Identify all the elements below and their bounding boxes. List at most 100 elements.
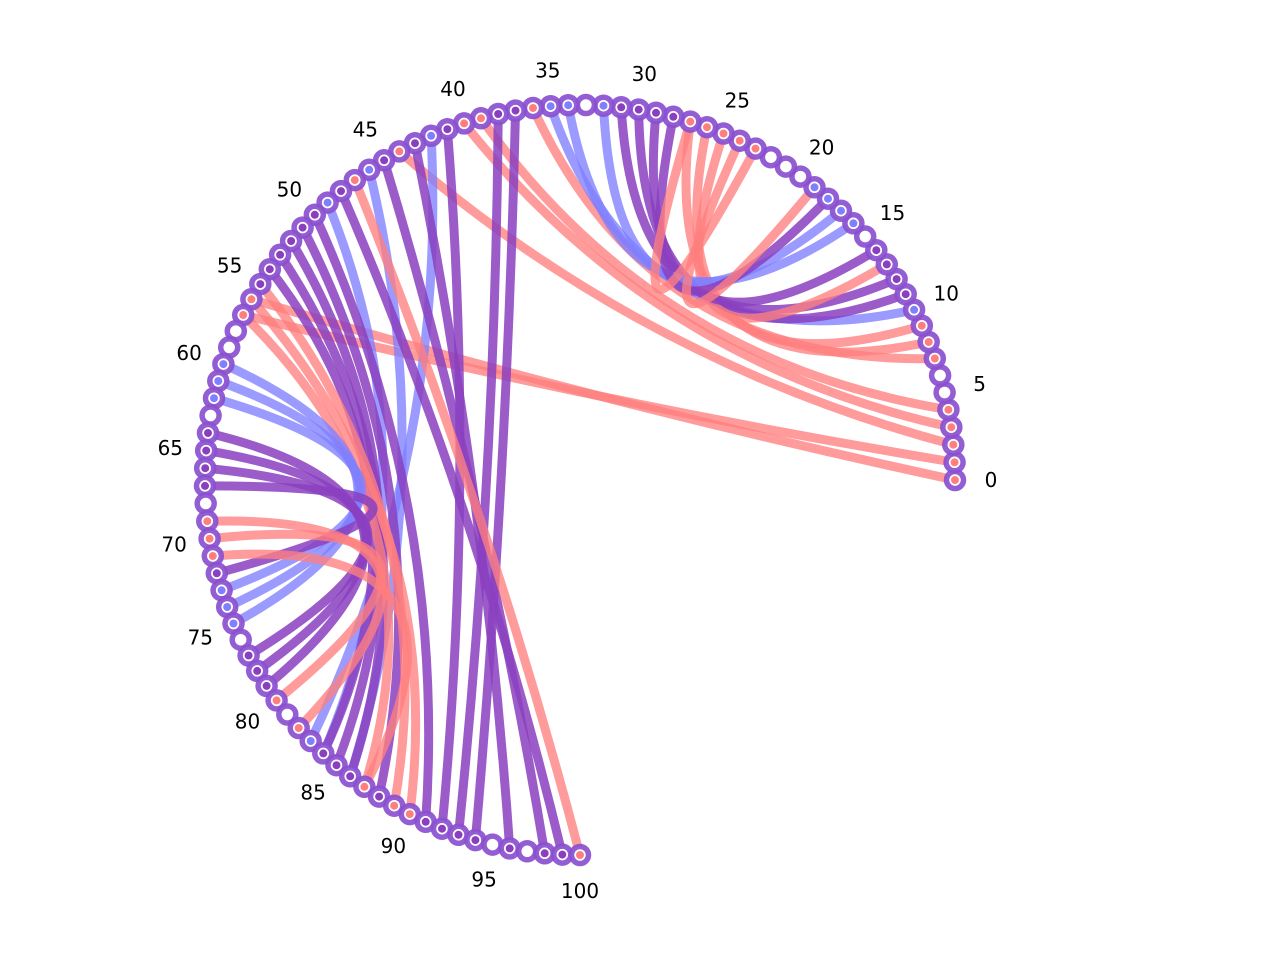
node-78 xyxy=(245,659,269,683)
tick-label-30: 30 xyxy=(632,62,657,86)
node-center-5 xyxy=(940,388,949,397)
node-67 xyxy=(193,474,217,498)
node-center-13 xyxy=(882,260,891,269)
node-center-41 xyxy=(443,125,452,134)
link-56-90 xyxy=(246,294,421,819)
node-center-26 xyxy=(703,123,711,132)
node-center-10 xyxy=(910,305,919,314)
link-13-25 xyxy=(693,129,892,323)
node-69 xyxy=(196,509,219,533)
node-71 xyxy=(201,544,225,568)
link-18-28 xyxy=(655,112,833,296)
node-center-37 xyxy=(511,106,520,115)
tick-label-0: 0 xyxy=(985,468,998,492)
node-center-1 xyxy=(950,458,959,467)
node-center-91 xyxy=(421,817,430,826)
node-center-67 xyxy=(201,481,209,490)
link-50-91 xyxy=(310,210,434,827)
tick-label-70: 70 xyxy=(161,532,186,556)
node-center-51 xyxy=(298,223,307,232)
node-center-11 xyxy=(901,290,910,299)
node-82 xyxy=(287,716,310,740)
node-33 xyxy=(574,93,598,117)
tick-label-15: 15 xyxy=(880,201,905,225)
node-center-23 xyxy=(751,144,760,153)
tick-label-20: 20 xyxy=(809,136,834,160)
link-66-77 xyxy=(200,463,373,660)
node-center-31 xyxy=(617,103,626,112)
node-center-7 xyxy=(930,354,939,363)
node-center-60 xyxy=(219,360,228,369)
node-53 xyxy=(268,243,292,267)
node-center-8 xyxy=(924,338,933,346)
node-center-56 xyxy=(247,295,256,304)
node-center-2 xyxy=(949,440,958,449)
node-20 xyxy=(789,165,812,188)
tick-labels: 0 5 10 15 20 25 30 35 40 45 50 55 60 65 70 75 80 85 90 95 10… xyxy=(158,58,998,903)
node-center-70 xyxy=(205,534,214,543)
link-23-27 xyxy=(650,117,760,294)
node-center-45 xyxy=(380,156,389,165)
node-center-96 xyxy=(505,844,514,853)
node-49 xyxy=(316,191,339,214)
node-29 xyxy=(644,101,668,125)
links-layer xyxy=(200,100,960,860)
node-center-39 xyxy=(477,114,485,123)
node-center-58 xyxy=(231,327,240,336)
node-center-54 xyxy=(265,265,274,274)
node-83 xyxy=(299,729,322,753)
node-center-28 xyxy=(669,112,678,121)
node-center-16 xyxy=(849,219,858,228)
link-38-93 xyxy=(454,109,503,840)
node-center-72 xyxy=(212,569,221,578)
link-2-44 xyxy=(394,146,958,450)
link-41-92 xyxy=(437,124,465,834)
node-19 xyxy=(803,176,826,199)
node-center-65 xyxy=(202,446,211,455)
node-56 xyxy=(240,288,263,311)
node-28 xyxy=(662,105,685,129)
tick-label-90: 90 xyxy=(381,834,406,858)
node-center-4 xyxy=(944,405,953,414)
node-center-63 xyxy=(206,411,215,420)
link-47-100 xyxy=(350,175,585,860)
node-30 xyxy=(627,98,650,121)
node-center-12 xyxy=(892,275,901,284)
node-center-100 xyxy=(576,851,584,859)
node-center-49 xyxy=(323,198,332,207)
node-center-92 xyxy=(438,824,446,833)
node-center-71 xyxy=(208,552,217,560)
node-center-40 xyxy=(460,119,469,128)
tick-label-25: 25 xyxy=(725,88,750,112)
node-center-87 xyxy=(360,782,369,791)
node-15 xyxy=(853,225,877,248)
node-52 xyxy=(279,229,303,253)
node-center-59 xyxy=(225,343,234,352)
node-center-83 xyxy=(306,737,315,745)
link-37-94 xyxy=(470,106,520,845)
node-66 xyxy=(193,456,217,480)
node-16 xyxy=(842,212,865,235)
node-center-78 xyxy=(253,666,262,675)
node-18 xyxy=(816,187,840,210)
tick-label-45: 45 xyxy=(353,118,378,142)
node-96 xyxy=(498,837,521,860)
node-center-62 xyxy=(210,394,218,403)
node-81 xyxy=(276,703,299,726)
node-98 xyxy=(533,842,556,865)
node-2 xyxy=(942,433,965,456)
node-center-66 xyxy=(201,464,210,473)
node-center-61 xyxy=(214,377,223,385)
node-center-68 xyxy=(201,499,210,508)
tick-label-60: 60 xyxy=(176,341,201,365)
node-54 xyxy=(258,257,282,281)
tick-label-5: 5 xyxy=(973,372,986,396)
node-center-57 xyxy=(239,311,248,319)
node-center-18 xyxy=(824,194,832,203)
tick-label-80: 80 xyxy=(235,710,260,734)
node-center-44 xyxy=(395,147,404,156)
node-center-32 xyxy=(599,101,608,110)
node-11 xyxy=(894,282,917,306)
node-64 xyxy=(196,421,220,445)
node-center-47 xyxy=(350,176,359,185)
